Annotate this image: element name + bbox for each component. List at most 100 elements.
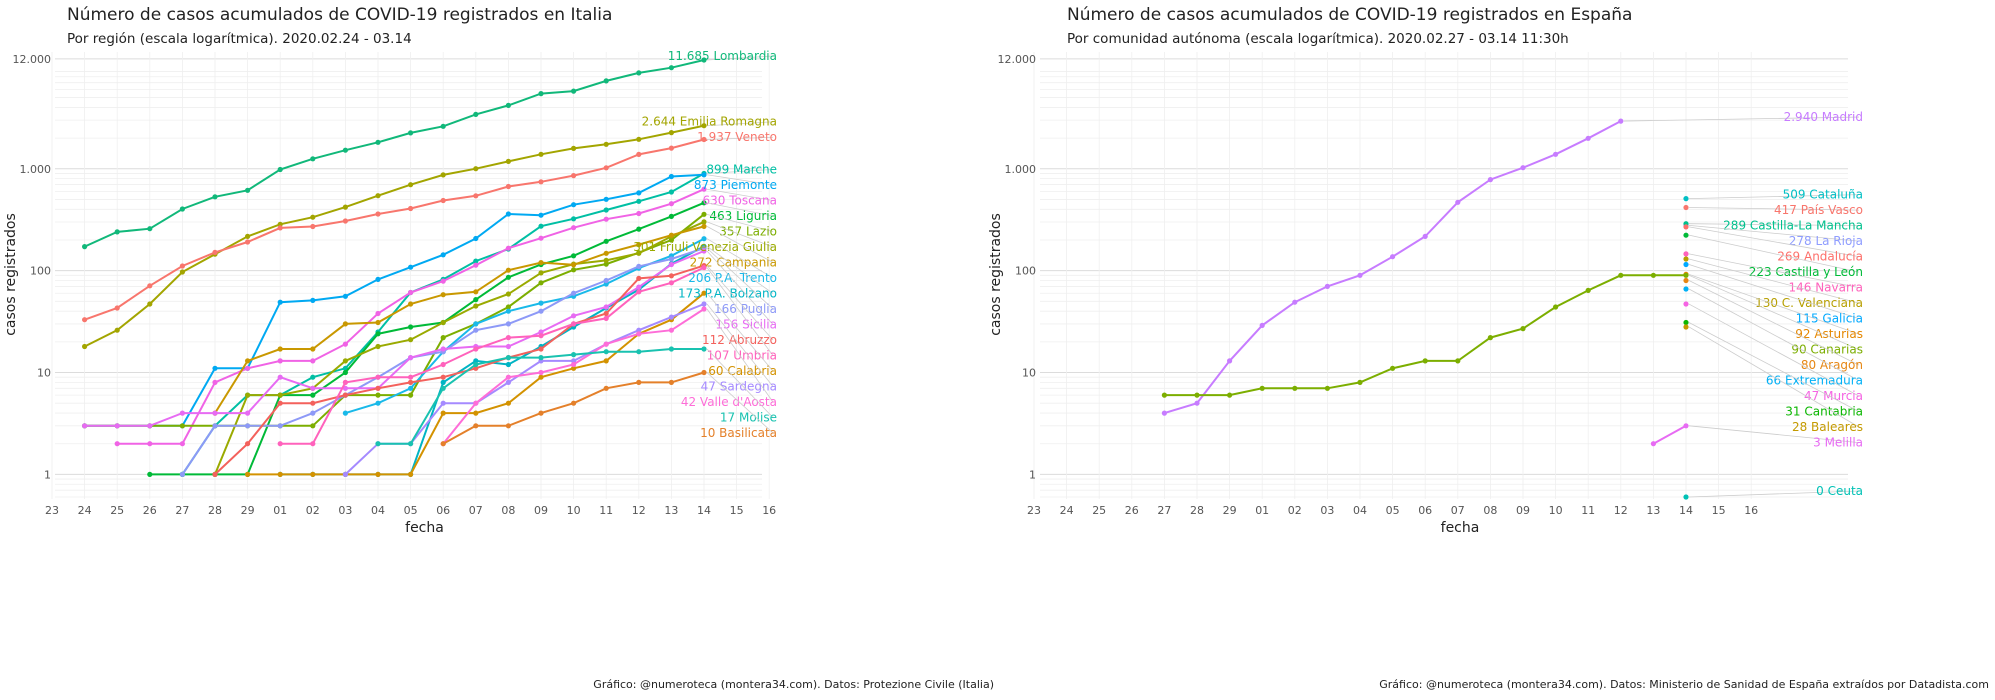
italy-label-leader (706, 348, 774, 418)
italy-series-line (84, 124, 705, 348)
italy-data-point (571, 225, 577, 231)
italy-data-point (212, 249, 218, 255)
italy-data-point (310, 156, 316, 162)
italy-data-point (701, 290, 707, 296)
spain-series-madrid (1161, 118, 1624, 416)
italy-chart-title: Número de casos acumulados de COVID-19 r… (67, 5, 613, 25)
italy-series-toscana (114, 186, 707, 447)
spain-end-label-murcia: 47 Murcia (1804, 389, 1863, 403)
spain-data-point (1683, 319, 1689, 326)
italy-y-tick-label: 1.000 (20, 163, 52, 176)
italy-label-leader (706, 213, 774, 232)
italy-data-point (408, 385, 414, 391)
italy-data-point (408, 379, 414, 385)
spain-data-point (1585, 135, 1591, 141)
italy-data-point (538, 280, 544, 286)
spain-x-tick-label: 04 (1353, 504, 1367, 517)
italy-data-point (147, 226, 153, 232)
italy-data-point (603, 141, 609, 147)
italy-x-tick-label: 24 (78, 504, 92, 517)
italy-data-point (473, 321, 479, 327)
italy-data-point (668, 232, 675, 238)
italy-data-point (440, 123, 446, 129)
italy-data-point (538, 308, 544, 314)
italy-data-point (277, 299, 283, 305)
italy-data-point (473, 303, 479, 309)
italy-data-point (505, 308, 511, 314)
spain-data-point (1487, 335, 1493, 341)
spain-data-point (1455, 358, 1461, 364)
italy-data-point (603, 358, 609, 364)
spain-series-melilla (1650, 423, 1689, 447)
italy-data-point (668, 173, 675, 180)
spain-label-leader (1688, 273, 1860, 335)
spain-data-point (1650, 272, 1656, 278)
italy-x-tick-label: 02 (306, 504, 320, 517)
italy-label-leader (706, 226, 774, 263)
spain-data-point (1422, 233, 1428, 239)
italy-data-point (440, 410, 446, 416)
italy-data-point (505, 343, 511, 350)
spain-data-point (1292, 299, 1298, 305)
italy-label-leader (706, 169, 774, 174)
italy-data-point (571, 313, 577, 319)
italy-end-label-emilia-romagna: 2.644 Emilia Romagna (642, 115, 777, 129)
italy-x-tick-label: 08 (501, 504, 515, 517)
spain-series-galicia (1683, 261, 1689, 268)
italy-data-point (473, 410, 479, 416)
italy-data-point (277, 392, 283, 398)
italy-x-tick-label: 04 (371, 504, 385, 517)
italy-data-point (440, 292, 446, 298)
italy-data-point (603, 385, 609, 391)
italy-data-point (668, 145, 675, 151)
italy-data-point (245, 187, 251, 193)
italy-data-point (571, 216, 577, 222)
italy-data-point (375, 211, 381, 217)
italy-label-leader (706, 247, 774, 310)
italy-data-point (603, 310, 609, 317)
italy-data-point (212, 423, 218, 429)
spain-end-label-baleares: 28 Baleares (1792, 420, 1863, 434)
italy-y-axis-label: casos registrados (3, 213, 19, 336)
spain-label-leader (1688, 322, 1860, 412)
italy-data-point (636, 289, 642, 295)
italy-data-point (375, 441, 381, 447)
italy-data-point (505, 355, 511, 361)
italy-data-point (473, 289, 479, 295)
italy-data-point (636, 190, 642, 196)
italy-data-point (505, 267, 511, 273)
italy-data-point (538, 346, 544, 352)
italy-data-point (538, 223, 544, 229)
italy-data-point (342, 293, 348, 299)
italy-label-leader (706, 238, 774, 279)
italy-data-point (179, 441, 185, 447)
italy-data-point (603, 315, 609, 321)
italy-data-point (375, 385, 381, 391)
spain-x-tick-label: 02 (1288, 504, 1302, 517)
italy-data-point (310, 423, 316, 429)
italy-series-umbria (277, 265, 707, 447)
spain-data-point (1683, 232, 1689, 238)
italy-end-label-campania: 272 Campania (690, 255, 777, 269)
italy-data-point (571, 262, 577, 268)
italy-data-point (538, 410, 544, 416)
spain-x-tick-label: 09 (1516, 504, 1530, 517)
italy-data-point (636, 284, 642, 290)
italy-data-point (342, 385, 348, 391)
italy-data-point (701, 57, 707, 63)
italy-data-point (603, 341, 609, 347)
italy-data-point (701, 236, 707, 242)
italy-data-point (179, 423, 185, 429)
spain-data-point (1650, 441, 1656, 447)
spain-data-point (1259, 385, 1265, 391)
italy-data-point (114, 305, 120, 311)
italy-data-point (505, 291, 511, 297)
italy-x-tick-label: 07 (469, 504, 483, 517)
italy-end-label-valle-d-aosta: 42 Valle d'Aosta (681, 395, 777, 409)
italy-end-label-calabria: 60 Calabria (708, 364, 777, 378)
spain-series-aragon (1683, 277, 1689, 284)
spain-caption: Gráfico: @numeroteca (montera34.com). Da… (1379, 678, 1989, 691)
italy-data-point (408, 441, 414, 447)
italy-x-tick-label: 16 (762, 504, 776, 517)
italy-end-label-liguria: 463 Liguria (709, 209, 777, 223)
